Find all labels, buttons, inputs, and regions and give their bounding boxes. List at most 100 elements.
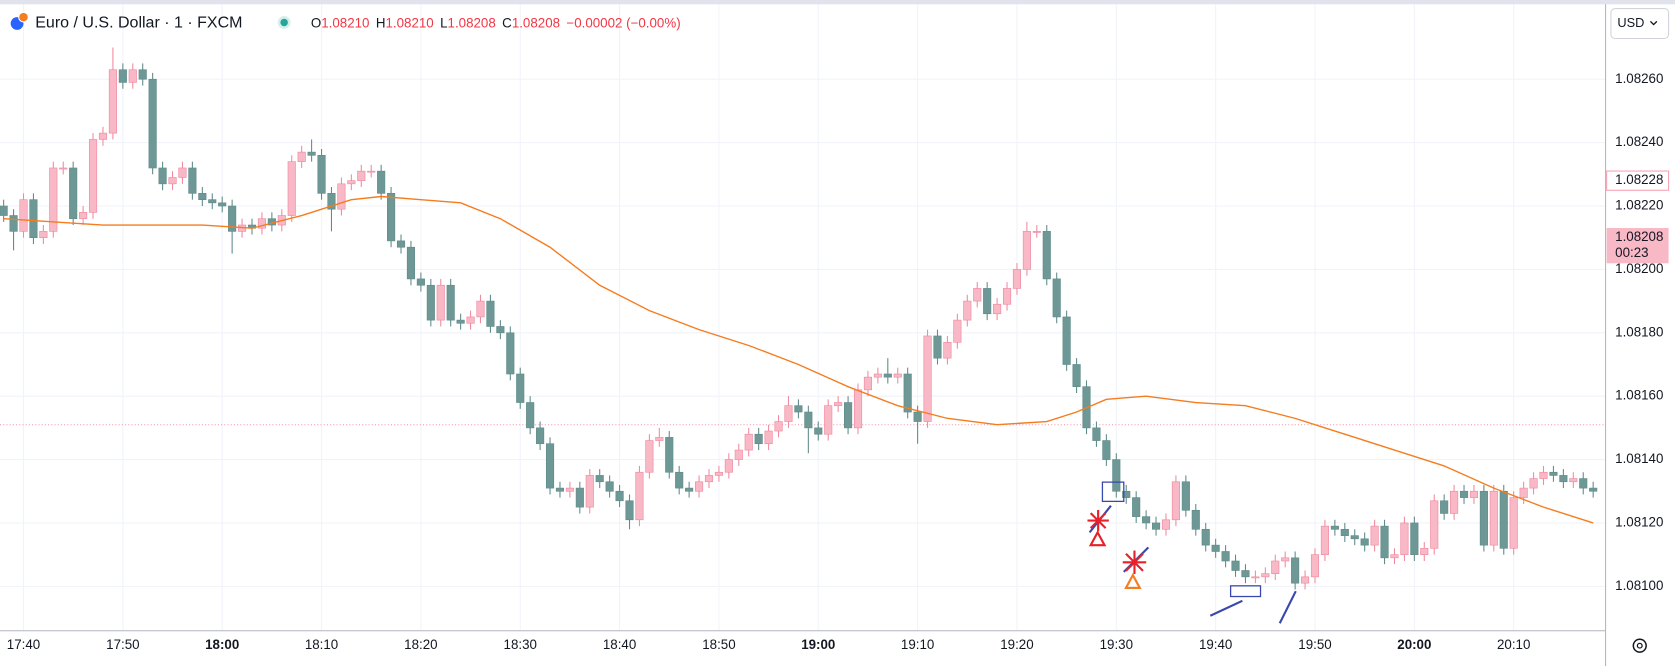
candle-body [1142,516,1151,524]
triangle-marker[interactable] [1088,530,1107,547]
candle-body [1032,231,1041,233]
candle-body [983,288,992,315]
candle-body [844,402,853,429]
candle-body [824,405,833,435]
marked-price-label: 1.08228 [1615,172,1663,187]
candle-body [59,167,68,170]
candle-body [1519,487,1528,498]
last-price-label: 1.08208 [1615,229,1663,244]
candle-body [1390,554,1399,559]
c-label: C [502,15,512,30]
candle-body [1191,509,1200,530]
candle-body [834,402,843,407]
candle-body [565,487,574,492]
candle-body [1529,478,1538,489]
candle-body [555,487,565,492]
trend-line[interactable] [1278,590,1297,624]
candle-body [1340,528,1349,536]
candle-body [436,284,445,321]
candle-body [168,177,177,185]
candle-body [1440,500,1449,514]
settings-button[interactable] [1632,638,1647,653]
box-drawing[interactable] [1229,585,1262,598]
candle-body [704,475,714,483]
candle-body [416,278,425,286]
change-value: −0.00002 (−0.00%) [566,15,680,30]
candle-body [1420,547,1429,555]
currency-select[interactable]: USD [1610,8,1670,40]
candle-body [0,205,8,216]
candle-body [1161,519,1171,530]
candle-body [98,132,108,140]
candle-body [665,437,674,473]
x-tick-label: 19:10 [901,637,934,652]
candle-body [218,202,227,207]
candle-body [794,405,803,413]
candle-body [406,246,416,280]
candle-body [198,193,207,200]
candle-body [963,300,972,321]
triangle-marker[interactable] [1124,572,1142,590]
candle-body [446,284,455,321]
candle-body [536,427,545,445]
x-tick-label: 19:20 [1000,637,1033,652]
currency-button[interactable] [1610,8,1670,40]
y-tick-label: 1.08240 [1615,134,1663,149]
candle-body [635,471,644,521]
candle-body [188,167,197,194]
candle-body [1112,459,1121,492]
candle-body [863,376,873,391]
trend-line[interactable] [1209,599,1243,617]
countdown-label: 00:23 [1615,245,1648,260]
x-tick-label: 20:10 [1497,637,1530,652]
y-tick-label: 1.08120 [1615,514,1663,529]
candle-body [178,167,187,178]
candle-body [714,471,723,476]
cross-marker[interactable] [1087,509,1109,532]
moving-average-line [3,195,1594,524]
candle-body [516,373,525,403]
x-tick-label: 19:30 [1100,637,1133,652]
candle-body [1221,551,1230,562]
cross-marker[interactable] [1122,550,1147,575]
candle-body [1181,481,1190,511]
candle-body [297,151,306,162]
candle-body [88,139,98,213]
candle-body [307,151,316,156]
candle-body [506,332,515,375]
candle-body [396,240,406,248]
candle-body [893,373,902,378]
symbol-icon [18,11,29,23]
x-tick-label: 18:40 [603,637,636,652]
candle-body [1360,538,1369,546]
candle-body [456,319,465,324]
candle-body [347,180,356,185]
candle-body [853,389,863,429]
box-drawing[interactable] [1101,481,1125,503]
candle-body [923,335,932,422]
status-dot [280,18,288,27]
last-price-box [1606,228,1669,264]
candle-body [774,421,783,432]
y-tick-label: 1.08100 [1615,578,1663,593]
candle-body [1499,490,1508,549]
candle-body [9,215,18,232]
candle-body [1320,525,1329,555]
plot [0,47,1606,590]
h-value: 1.08210 [386,15,434,30]
currency-label: USD [1617,15,1644,30]
candle-body [873,373,882,378]
candle-body [1469,490,1479,498]
candle-body [257,218,266,229]
drawings[interactable] [1087,481,1297,624]
x-tick-label: 18:30 [504,637,537,652]
gear-icon[interactable] [1632,638,1647,653]
candle-body [943,341,952,359]
candle-body [148,78,157,169]
marked-price-box [1606,170,1670,191]
axes: 1.08100 1.08120 1.08140 1.08160 1.08180 1.082… [7,71,1670,652]
x-tick-label: 17:50 [106,637,139,652]
l-value: 1.08208 [448,15,496,30]
candle-body [1459,490,1469,498]
